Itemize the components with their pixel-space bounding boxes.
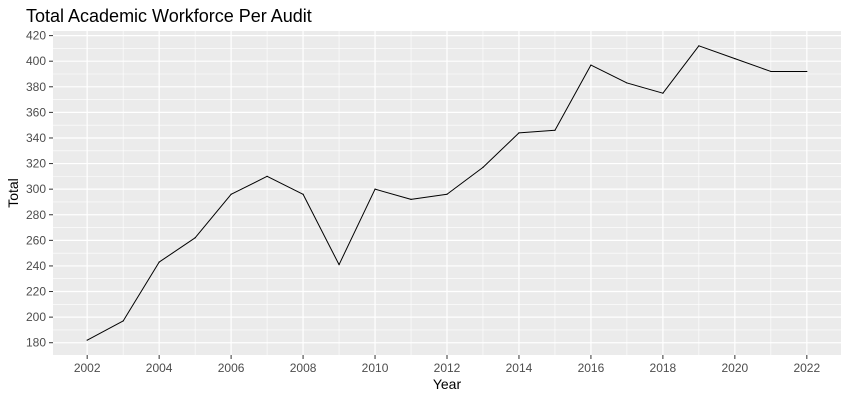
- major-gridlines: [53, 31, 841, 355]
- x-tick-label: 2002: [74, 361, 101, 375]
- x-tick-label: 2018: [650, 361, 677, 375]
- y-tick-label: 320: [26, 157, 46, 171]
- y-tick-label: 300: [26, 182, 46, 196]
- x-tick-label: 2010: [362, 361, 389, 375]
- y-tick-label: 240: [26, 259, 46, 273]
- y-tick-label: 420: [26, 29, 46, 43]
- data-point: [518, 132, 520, 134]
- y-tick-label: 180: [26, 336, 46, 350]
- x-tick-label: 2006: [218, 361, 245, 375]
- data-point: [770, 70, 772, 73]
- data-point: [338, 264, 340, 266]
- data-point: [446, 193, 448, 195]
- x-axis-title: Year: [433, 376, 462, 392]
- data-point: [410, 198, 412, 200]
- y-axis-tick-labels: 180 200 220 240 260 280 300 320 340 360 380 400 420: [26, 29, 46, 350]
- x-tick-label: 2016: [578, 361, 605, 375]
- data-point: [662, 92, 664, 94]
- x-tick-label: 2004: [146, 361, 173, 375]
- x-tick-label: 2014: [506, 361, 533, 375]
- data-point: [806, 70, 808, 73]
- data-point: [122, 320, 124, 322]
- y-tick-label: 400: [26, 54, 46, 68]
- y-axis-title: Total: [5, 178, 21, 208]
- data-point: [194, 237, 196, 239]
- y-tick-label: 260: [26, 233, 46, 247]
- data-point: [554, 129, 556, 131]
- x-tick-label: 2008: [290, 361, 317, 375]
- y-tick-label: 340: [26, 131, 46, 145]
- data-point: [698, 45, 700, 47]
- data-point: [734, 58, 736, 60]
- data-point: [626, 82, 628, 84]
- y-tick-label: 380: [26, 80, 46, 94]
- x-tick-label: 2020: [722, 361, 749, 375]
- series-layer: [86, 45, 808, 341]
- data-point: [302, 193, 304, 195]
- x-tick-label: 2022: [793, 361, 820, 375]
- data-point: [482, 166, 484, 169]
- data-point: [374, 188, 376, 190]
- data-point: [590, 64, 592, 66]
- y-tick-label: 360: [26, 105, 46, 119]
- y-tick-label: 220: [26, 285, 46, 299]
- data-point: [266, 175, 268, 177]
- data-point: [230, 193, 232, 195]
- x-axis-tick-labels: 2002 2004 2006 2008 2010 2012 2014 2016 2018 2020…: [74, 361, 821, 375]
- chart-title: Total Academic Workforce Per Audit: [26, 6, 312, 26]
- axis-ticks: [49, 35, 808, 359]
- data-point: [86, 339, 88, 341]
- data-point: [158, 261, 160, 263]
- y-tick-label: 280: [26, 208, 46, 222]
- x-tick-label: 2012: [434, 361, 461, 375]
- y-tick-label: 200: [26, 310, 46, 324]
